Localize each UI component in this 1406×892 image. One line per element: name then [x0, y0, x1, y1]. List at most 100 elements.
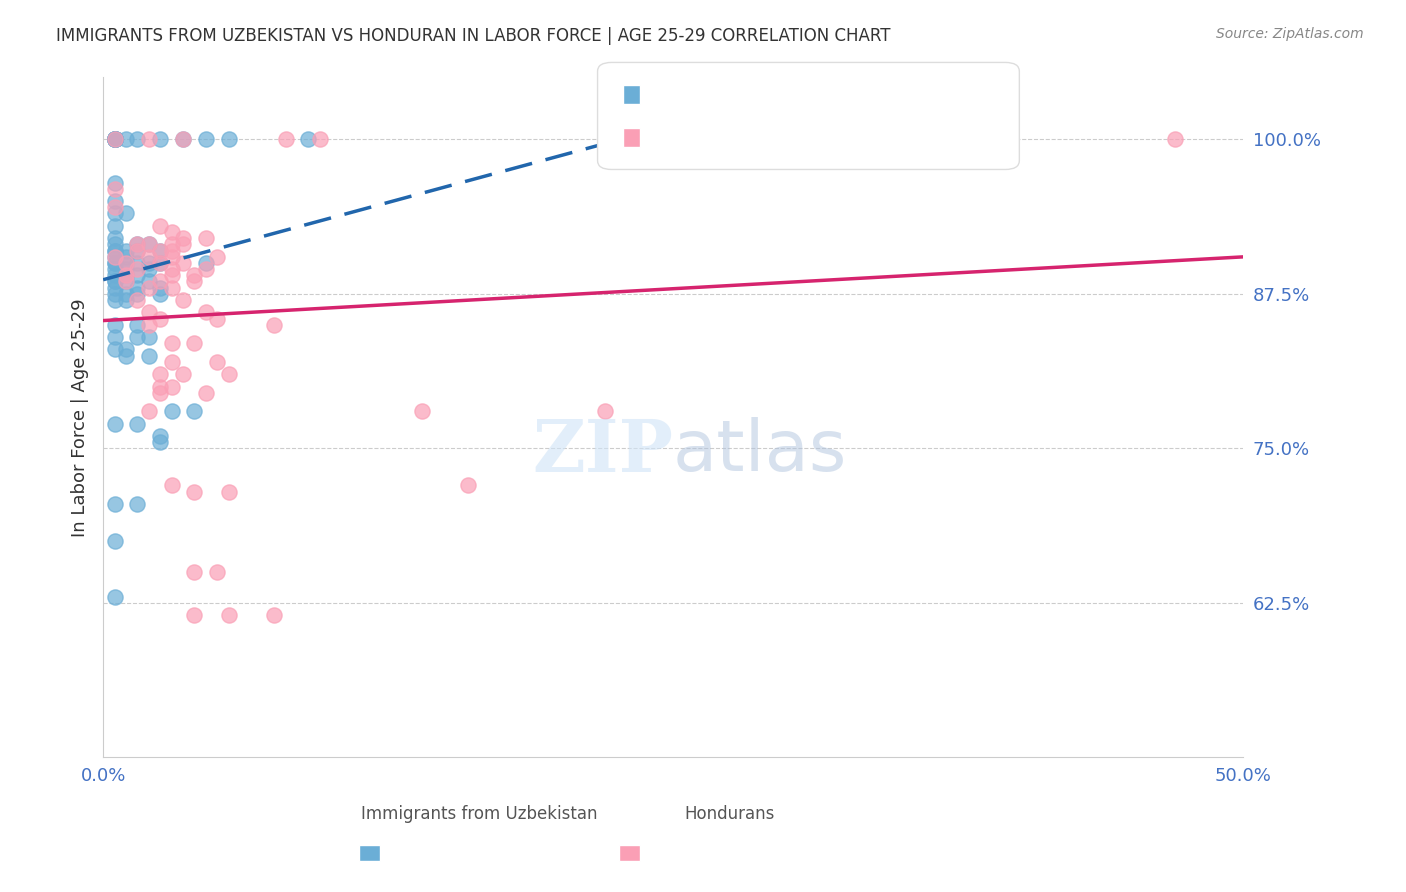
Point — [127, 293, 149, 307]
Point — [103, 497, 125, 511]
Text: N = 81: N = 81 — [844, 85, 907, 103]
Text: R = 0.469   N = 74: R = 0.469 N = 74 — [633, 127, 815, 145]
Point — [103, 262, 125, 277]
Point — [297, 132, 319, 146]
Point — [103, 256, 125, 270]
Point — [183, 484, 205, 499]
Text: Immigrants from Uzbekistan: Immigrants from Uzbekistan — [361, 805, 598, 823]
Text: Source: ZipAtlas.com: Source: ZipAtlas.com — [1216, 27, 1364, 41]
Point — [103, 132, 125, 146]
Point — [218, 367, 240, 381]
Point — [115, 256, 138, 270]
Point — [160, 379, 183, 393]
Point — [183, 336, 205, 351]
Point — [149, 256, 172, 270]
Point — [138, 256, 160, 270]
Point — [103, 132, 125, 146]
Point — [103, 268, 125, 283]
Point — [308, 132, 330, 146]
Point — [172, 293, 194, 307]
Point — [103, 275, 125, 289]
Point — [149, 275, 172, 289]
Point — [103, 343, 125, 357]
Point — [103, 132, 125, 146]
Point — [149, 256, 172, 270]
Point — [115, 132, 138, 146]
Point — [172, 231, 194, 245]
Point — [160, 268, 183, 283]
Point — [103, 250, 125, 264]
Point — [103, 194, 125, 208]
Point — [263, 318, 285, 332]
Point — [138, 132, 160, 146]
Point — [103, 206, 125, 220]
Point — [103, 132, 125, 146]
Point — [160, 237, 183, 252]
Point — [127, 132, 149, 146]
Point — [593, 404, 616, 418]
Point — [160, 355, 183, 369]
Point — [103, 244, 125, 258]
Point — [115, 343, 138, 357]
Point — [127, 268, 149, 283]
Point — [160, 225, 183, 239]
Point — [138, 318, 160, 332]
Point — [194, 256, 217, 270]
Point — [138, 280, 160, 294]
Point — [160, 250, 183, 264]
Point — [411, 404, 433, 418]
Point — [115, 268, 138, 283]
Point — [149, 385, 172, 400]
Point — [103, 244, 125, 258]
Point — [160, 280, 183, 294]
Point — [127, 262, 149, 277]
Text: atlas: atlas — [673, 417, 848, 486]
Point — [103, 286, 125, 301]
Point — [160, 404, 183, 418]
Point — [149, 280, 172, 294]
Point — [127, 237, 149, 252]
Point — [183, 608, 205, 623]
Point — [149, 244, 172, 258]
Point — [890, 132, 912, 146]
Point — [263, 608, 285, 623]
Point — [115, 206, 138, 220]
Point — [160, 262, 183, 277]
Point — [115, 256, 138, 270]
Point — [103, 231, 125, 245]
Point — [127, 318, 149, 332]
Point — [183, 404, 205, 418]
Point — [149, 311, 172, 326]
Point — [274, 132, 297, 146]
Point — [160, 478, 183, 492]
Point — [115, 293, 138, 307]
Point — [127, 244, 149, 258]
Point — [149, 286, 172, 301]
Point — [103, 219, 125, 233]
Point — [115, 244, 138, 258]
Point — [194, 132, 217, 146]
Point — [103, 176, 125, 190]
Point — [138, 237, 160, 252]
Point — [149, 435, 172, 450]
Point — [218, 132, 240, 146]
Point — [160, 336, 183, 351]
Point — [127, 286, 149, 301]
Point — [115, 286, 138, 301]
Text: R = 0.106   N = 81: R = 0.106 N = 81 — [633, 85, 814, 103]
Point — [103, 132, 125, 146]
Point — [103, 132, 125, 146]
Text: R = 0.106: R = 0.106 — [647, 85, 737, 103]
Point — [138, 404, 160, 418]
Point — [103, 590, 125, 604]
Point — [172, 256, 194, 270]
Point — [103, 132, 125, 146]
Point — [194, 385, 217, 400]
Y-axis label: In Labor Force | Age 25-29: In Labor Force | Age 25-29 — [72, 298, 89, 537]
Point — [103, 280, 125, 294]
Point — [103, 293, 125, 307]
Point — [218, 608, 240, 623]
Point — [103, 132, 125, 146]
Point — [103, 534, 125, 549]
Point — [205, 250, 228, 264]
